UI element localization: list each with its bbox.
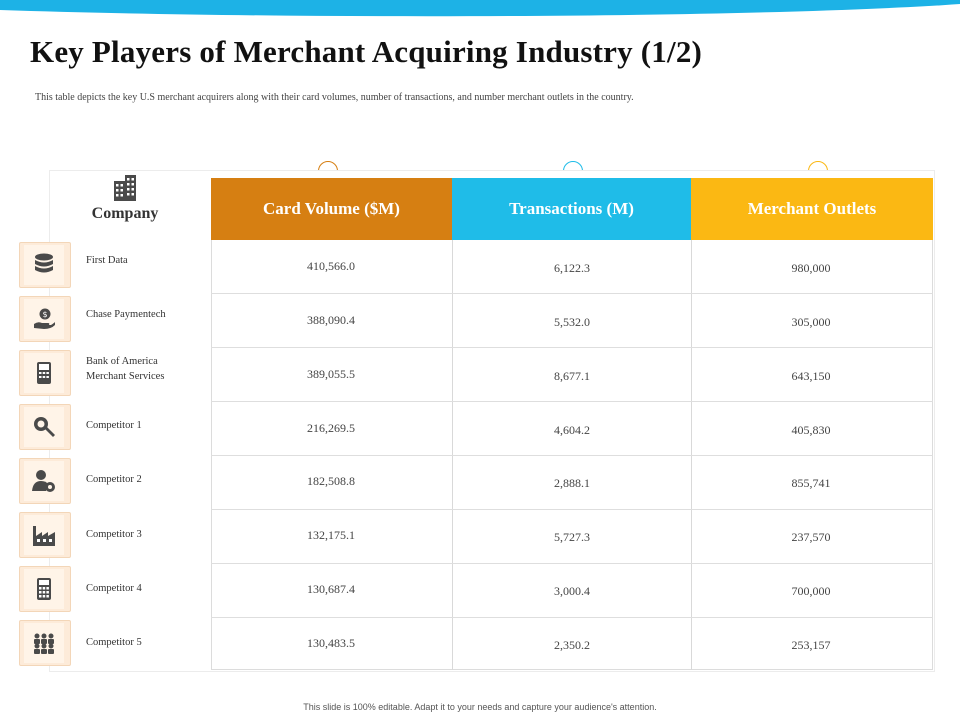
company-header-label: Company [91,205,159,222]
company-name: Competitor 2 [86,474,142,485]
column-header-merchant-outlets: Merchant Outlets [691,178,933,240]
row-divider [211,509,933,510]
card-volume-cell: 132,175.1 [307,528,355,542]
row-divider [211,347,933,348]
transactions-cell: 8,677.1 [554,369,590,383]
factory-icon [33,526,55,546]
company-name: Competitor 5 [86,637,142,648]
row-divider [211,401,933,402]
team-icon [34,633,54,654]
card-volume-cell: 410,566.0 [307,259,355,273]
calculator-icon [37,578,51,600]
company-name: First Data [86,255,128,266]
footer-note: This slide is 100% editable. Adapt it to… [303,702,657,712]
card-terminal-icon [37,362,51,384]
row-divider [211,563,933,564]
hand-dollar-icon: $ [34,308,55,329]
transactions-cell: 2,888.1 [554,476,590,490]
merchant-outlets-cell: 980,000 [791,261,831,275]
card-volume-cell: 130,687.4 [307,582,355,596]
user-gear-icon [32,470,55,492]
svg-text:$: $ [42,310,47,319]
column-header-card-volume: Card Volume ($M) [211,178,452,240]
row-icon-box [19,512,71,558]
transactions-cell: 6,122.3 [554,261,590,275]
column-header-transactions: Transactions (M) [452,178,691,240]
row-icon-box [19,566,71,612]
company-name: Chase Paymentech [86,309,166,320]
merchant-outlets-cell: 253,157 [791,638,831,652]
row-icon-box [19,350,71,396]
card-volume-cell: 130,483.5 [307,636,355,650]
row-icon-box: $ [19,296,71,342]
company-name: Competitor 1 [86,420,142,431]
company-name: Competitor 4 [86,583,142,594]
magnifier-icon [34,417,55,437]
row-divider [211,293,933,294]
merchant-outlets-cell: 237,570 [791,530,831,544]
building-icon [114,175,136,201]
company-header: Company [80,175,170,223]
top-wave-decoration [0,0,960,17]
row-icon-box [19,620,71,666]
row-divider [211,617,933,618]
merchant-outlets-cell: 700,000 [791,584,831,598]
merchant-outlets-cell: 305,000 [791,315,831,329]
page-subtitle: This table depicts the key U.S merchant … [35,92,634,103]
page-title: Key Players of Merchant Acquiring Indust… [30,34,703,69]
transactions-cell: 3,000.4 [554,584,590,598]
row-icon-box [19,458,71,504]
merchant-outlets-cell: 643,150 [791,369,831,383]
row-icon-box [19,242,71,288]
row-divider [211,455,933,456]
transactions-cell: 2,350.2 [554,638,590,652]
row-icon-box [19,404,71,450]
transactions-cell: 4,604.2 [554,423,590,437]
merchant-outlets-cell: 405,830 [791,423,831,437]
transactions-cell: 5,727.3 [554,530,590,544]
company-name: Competitor 3 [86,529,142,540]
database-icon [35,253,53,273]
company-name: Bank of America Merchant Services [86,356,165,382]
card-volume-cell: 216,269.5 [307,421,355,435]
merchant-outlets-cell: 855,741 [791,476,831,490]
card-volume-cell: 182,508.8 [307,474,355,488]
card-volume-cell: 388,090.4 [307,313,355,327]
transactions-cell: 5,532.0 [554,315,590,329]
card-volume-cell: 389,055.5 [307,367,355,381]
